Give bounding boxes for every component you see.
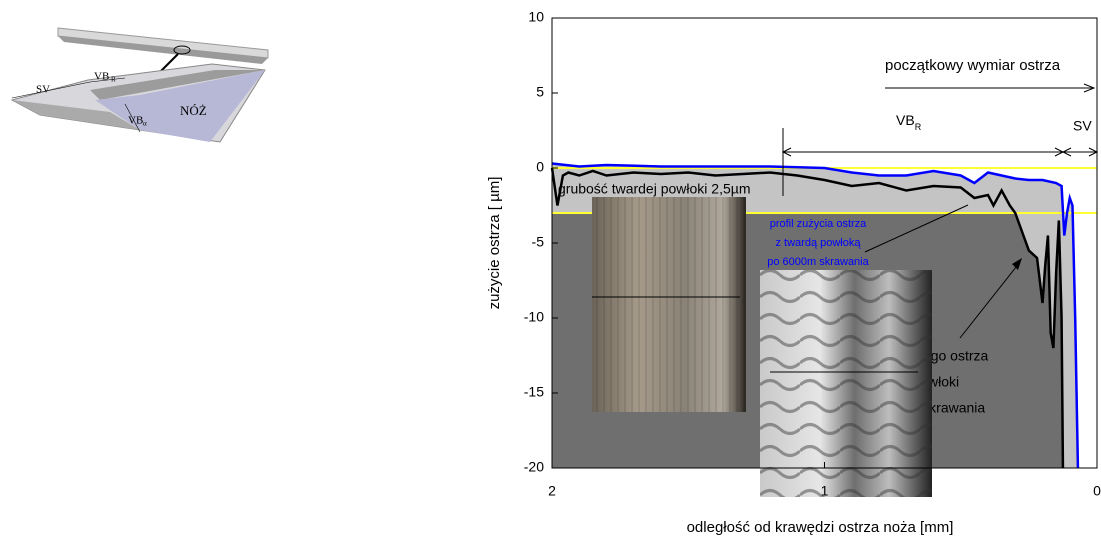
annotation: VB	[896, 112, 915, 128]
y-tick-label: 5	[536, 84, 544, 100]
annotation: początkowy wymiar ostrza	[885, 57, 1061, 74]
diagram-label: VB	[128, 115, 143, 127]
x-axis-title: odległość od krawędzi ostrza noża [mm]	[687, 519, 954, 536]
annotation: VBR	[896, 112, 922, 133]
y-tick-label: -15	[524, 384, 544, 400]
y-axis-title: zużycie ostrza [ µm]	[486, 177, 503, 310]
annotation: SV	[1073, 118, 1092, 134]
page: SV VB R VB α NÓŻ początkowy wymiar ostrz…	[0, 0, 1101, 541]
x-tick-label: 0	[1093, 483, 1101, 499]
y-tick-label: 0	[536, 159, 544, 175]
x-tick-label: 1	[821, 483, 829, 499]
diagram-label: VB	[94, 71, 109, 83]
annotation: grubość twardej powłoki 2,5µm	[558, 181, 751, 197]
x-tick-label: 2	[548, 483, 556, 499]
y-tick-label: 10	[528, 9, 544, 25]
photo-texture	[592, 197, 746, 412]
y-tick-label: -20	[524, 459, 544, 475]
diagram-label: R	[111, 76, 116, 84]
annotation: po 6000m skrawania	[767, 256, 869, 268]
knife-diagram: SV VB R VB α NÓŻ	[12, 28, 268, 142]
y-tick-label: -5	[532, 234, 545, 250]
y-tick-label: -10	[524, 309, 544, 325]
diagram-label: α	[143, 120, 147, 128]
diagram-label: NÓŻ	[180, 103, 207, 118]
diagram-label: SV	[36, 84, 50, 96]
annotation: profil zużycia ostrza	[770, 218, 867, 230]
annotation-subscript: R	[915, 122, 922, 132]
annotation: z twardą powłoką	[776, 237, 862, 249]
photo-texture	[760, 270, 932, 497]
plot: początkowy wymiar ostrza VBR SV grubość twa…	[524, 9, 1101, 499]
